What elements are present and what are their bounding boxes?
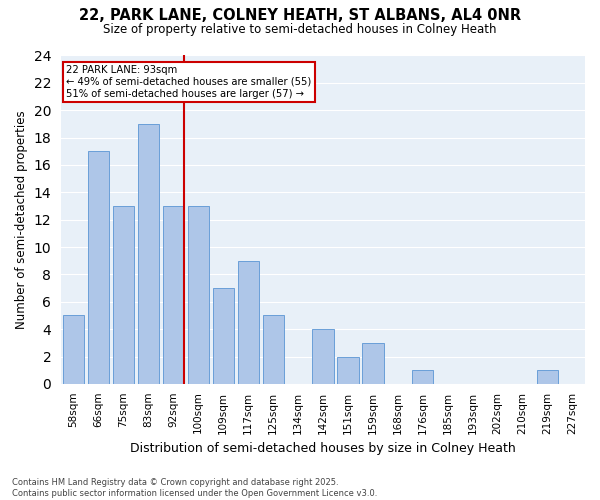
Bar bbox=[113, 206, 134, 384]
X-axis label: Distribution of semi-detached houses by size in Colney Heath: Distribution of semi-detached houses by … bbox=[130, 442, 516, 455]
Bar bbox=[238, 261, 259, 384]
Bar bbox=[362, 343, 383, 384]
Bar bbox=[313, 329, 334, 384]
Bar bbox=[63, 316, 84, 384]
Bar bbox=[88, 152, 109, 384]
Bar bbox=[263, 316, 284, 384]
Text: 22, PARK LANE, COLNEY HEATH, ST ALBANS, AL4 0NR: 22, PARK LANE, COLNEY HEATH, ST ALBANS, … bbox=[79, 8, 521, 22]
Y-axis label: Number of semi-detached properties: Number of semi-detached properties bbox=[15, 110, 28, 329]
Bar bbox=[337, 356, 359, 384]
Bar bbox=[163, 206, 184, 384]
Bar bbox=[212, 288, 234, 384]
Bar bbox=[537, 370, 558, 384]
Text: 22 PARK LANE: 93sqm
← 49% of semi-detached houses are smaller (55)
51% of semi-d: 22 PARK LANE: 93sqm ← 49% of semi-detach… bbox=[66, 66, 311, 98]
Text: Contains HM Land Registry data © Crown copyright and database right 2025.
Contai: Contains HM Land Registry data © Crown c… bbox=[12, 478, 377, 498]
Bar bbox=[412, 370, 433, 384]
Bar bbox=[138, 124, 159, 384]
Text: Size of property relative to semi-detached houses in Colney Heath: Size of property relative to semi-detach… bbox=[103, 22, 497, 36]
Bar bbox=[188, 206, 209, 384]
